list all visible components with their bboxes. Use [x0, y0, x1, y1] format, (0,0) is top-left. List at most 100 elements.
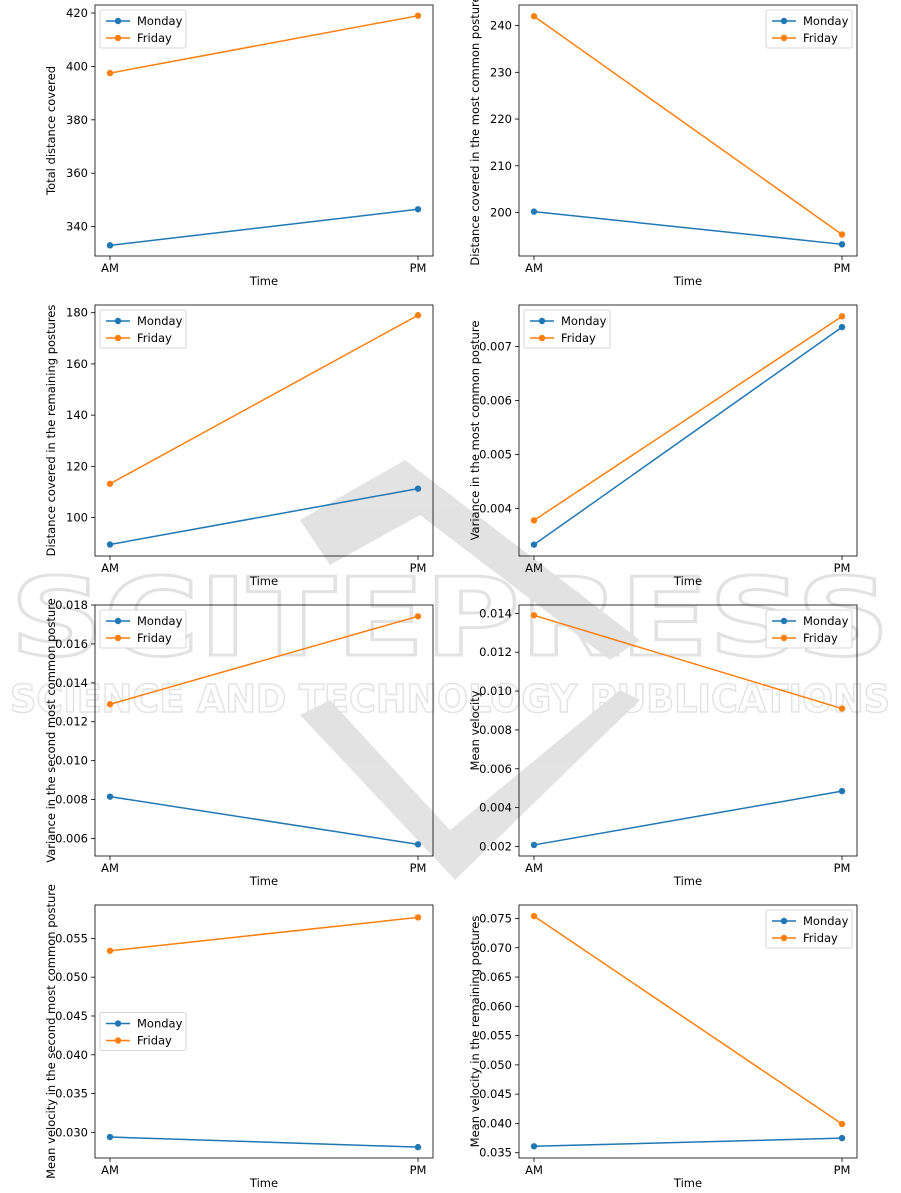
y-tick-label: 0.075	[479, 911, 512, 925]
x-axis-label: Time	[249, 574, 278, 588]
chart-panel-6: 0.002 0.004 0.006 0.008 0.010 0.012 0.014 AM PM T…	[468, 604, 858, 888]
data-point-friday	[530, 612, 538, 619]
legend-marker-friday	[780, 934, 788, 942]
legend: Monday Friday	[99, 309, 187, 349]
x-tick-label: AM	[525, 861, 543, 875]
y-tick-label: 0.040	[479, 1116, 512, 1130]
legend-marker-friday	[780, 34, 788, 42]
data-point-friday	[838, 705, 846, 712]
y-tick-label: 0.016	[55, 637, 88, 651]
y-tick-label: 0.055	[55, 931, 88, 945]
y-tick-label: 0.045	[55, 1009, 88, 1023]
y-tick-label: 0.070	[479, 941, 512, 955]
y-tick-label: 0.050	[55, 970, 88, 984]
y-tick-label: 0.006	[55, 831, 88, 845]
y-tick-label: 0.004	[479, 501, 512, 515]
legend-label-friday: Friday	[137, 631, 172, 645]
y-tick-label: 0.040	[55, 1048, 88, 1062]
data-point-friday	[414, 12, 422, 19]
y-tick-label: 420	[66, 6, 88, 20]
data-point-monday	[838, 787, 846, 795]
x-tick-label: AM	[101, 261, 119, 275]
data-point-friday	[106, 480, 114, 487]
series-line-friday	[533, 915, 843, 1125]
y-tick-label: 0.060	[479, 999, 512, 1013]
x-tick-label: PM	[410, 1163, 427, 1177]
y-tick-label: 240	[490, 19, 512, 33]
legend-marker-friday	[114, 334, 122, 342]
legend-marker-monday	[538, 317, 546, 325]
x-tick-label: AM	[101, 561, 119, 575]
watermark-sub: SCIENCE AND TECHNOLOGY PUBLICATIONS	[10, 677, 890, 721]
y-tick-label: 180	[66, 306, 88, 320]
watermark-logo	[300, 460, 640, 880]
series-line-monday	[533, 1137, 843, 1148]
legend-marker-monday	[114, 1020, 122, 1027]
y-tick-label: 230	[490, 65, 512, 79]
axes-frame	[94, 304, 434, 557]
y-tick-label: 0.014	[479, 606, 512, 620]
data-point-friday	[414, 312, 422, 319]
series-line-friday	[533, 15, 843, 236]
x-tick-label: AM	[525, 1163, 543, 1177]
series-line-friday	[109, 615, 419, 705]
y-axis-label: Variance in the second most common postu…	[44, 598, 58, 862]
y-axis-label: Distance covered in the most common post…	[468, 0, 482, 266]
data-point-monday	[106, 242, 114, 249]
y-axis-label: Variance in the most common posture	[468, 321, 482, 541]
y-tick-label: 210	[490, 159, 512, 173]
series-line-friday	[109, 916, 419, 952]
series-line-monday	[109, 487, 419, 546]
data-point-monday	[530, 1143, 538, 1150]
legend-label-monday: Monday	[137, 14, 183, 28]
legend: Monday Friday	[99, 609, 187, 649]
axes-frame	[518, 4, 858, 257]
data-point-monday	[530, 541, 538, 548]
x-tick-label: AM	[525, 261, 543, 275]
legend-label-friday: Friday	[803, 931, 838, 945]
y-tick-label: 0.012	[479, 645, 512, 659]
chart-grid: 340 360 380 400 420 AM PM Time Total distance co…	[44, 0, 858, 1190]
legend-label-monday: Monday	[803, 14, 849, 28]
y-tick-label: 0.055	[479, 1029, 512, 1043]
x-axis-label: Time	[673, 1176, 702, 1190]
legend-label-friday: Friday	[137, 1034, 172, 1048]
legend-label-monday: Monday	[137, 1017, 183, 1031]
data-point-monday	[838, 241, 846, 248]
y-axis-label: Total distance covered	[44, 66, 58, 196]
x-tick-label: PM	[410, 261, 427, 275]
data-point-friday	[838, 313, 846, 320]
data-point-monday	[530, 208, 538, 215]
legend-label-monday: Monday	[803, 614, 849, 628]
y-tick-label: 0.005	[479, 448, 512, 462]
legend: Monday Friday	[765, 609, 853, 649]
legend-label-friday: Friday	[561, 331, 596, 345]
y-tick-label: 380	[66, 113, 88, 127]
y-axis-label: Distance covered in the remaining postur…	[44, 305, 58, 557]
y-tick-label: 0.008	[479, 723, 512, 737]
series-line-monday	[109, 795, 419, 846]
series-line-monday	[533, 326, 843, 546]
axes-frame	[518, 604, 858, 857]
series-line-friday	[533, 315, 843, 521]
data-point-monday	[838, 323, 846, 331]
data-point-monday	[106, 541, 114, 548]
data-point-monday	[106, 1133, 114, 1141]
y-tick-label: 100	[66, 511, 88, 525]
x-tick-label: PM	[834, 261, 851, 275]
y-tick-label: 0.008	[55, 793, 88, 807]
x-tick-label: PM	[410, 861, 427, 875]
x-axis-label: Time	[249, 874, 278, 888]
legend: Monday Friday	[523, 309, 611, 349]
data-point-monday	[414, 1143, 422, 1151]
y-tick-label: 0.014	[55, 676, 88, 690]
chart-panel-5: 0.006 0.008 0.010 0.012 0.014 0.016 0.018 AM PM T…	[44, 598, 434, 888]
data-point-friday	[414, 914, 422, 921]
legend: Monday Friday	[765, 9, 853, 49]
series-line-monday	[533, 210, 843, 246]
legend: Monday Friday	[99, 1012, 187, 1051]
series-line-monday	[109, 1136, 419, 1148]
legend-label-friday: Friday	[137, 331, 172, 345]
x-tick-label: AM	[101, 861, 119, 875]
axes-frame	[518, 904, 858, 1159]
